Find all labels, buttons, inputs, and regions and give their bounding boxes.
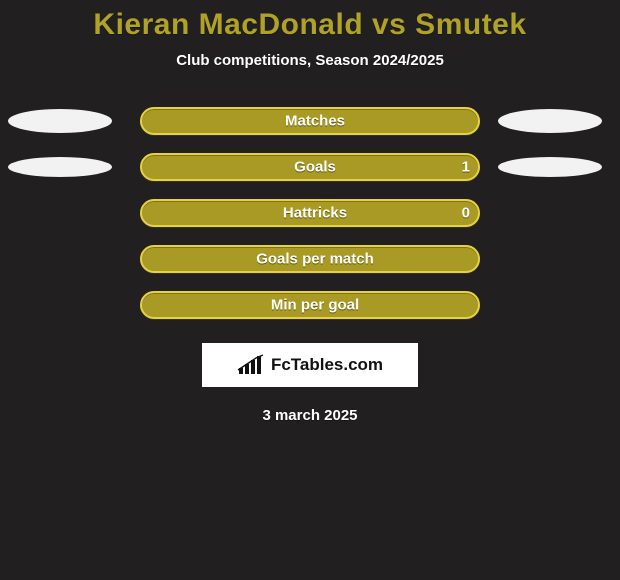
stat-bar (140, 153, 480, 181)
logo-box: FcTables.com (202, 343, 418, 387)
stat-value-right: 0 (462, 205, 470, 222)
bars-icon (237, 354, 265, 376)
stat-rows: Matches Goals1 Hattricks0 Goals per match Mi… (0, 107, 620, 319)
stat-row: Goals1 (0, 153, 620, 181)
stat-row: Min per goal (0, 291, 620, 319)
player-ellipse-right (498, 157, 602, 177)
stat-bar (140, 107, 480, 135)
stat-value-right: 1 (462, 159, 470, 176)
stat-bar (140, 291, 480, 319)
stat-row: Matches (0, 107, 620, 135)
stat-bar (140, 245, 480, 273)
subtitle: Club competitions, Season 2024/2025 (0, 52, 620, 69)
player-ellipse-left (8, 109, 112, 133)
logo-text: FcTables.com (271, 355, 383, 375)
comparison-infographic: Kieran MacDonald vs Smutek Club competit… (0, 0, 620, 580)
player-ellipse-left (8, 157, 112, 177)
stat-bar (140, 199, 480, 227)
page-title: Kieran MacDonald vs Smutek (0, 0, 620, 42)
stat-row: Hattricks0 (0, 199, 620, 227)
player-ellipse-right (498, 109, 602, 133)
date-label: 3 march 2025 (0, 407, 620, 424)
stat-row: Goals per match (0, 245, 620, 273)
